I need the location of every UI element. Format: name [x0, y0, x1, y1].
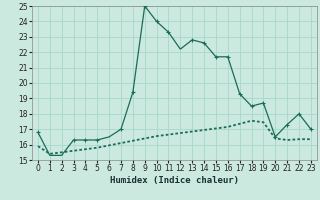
X-axis label: Humidex (Indice chaleur): Humidex (Indice chaleur): [110, 176, 239, 185]
